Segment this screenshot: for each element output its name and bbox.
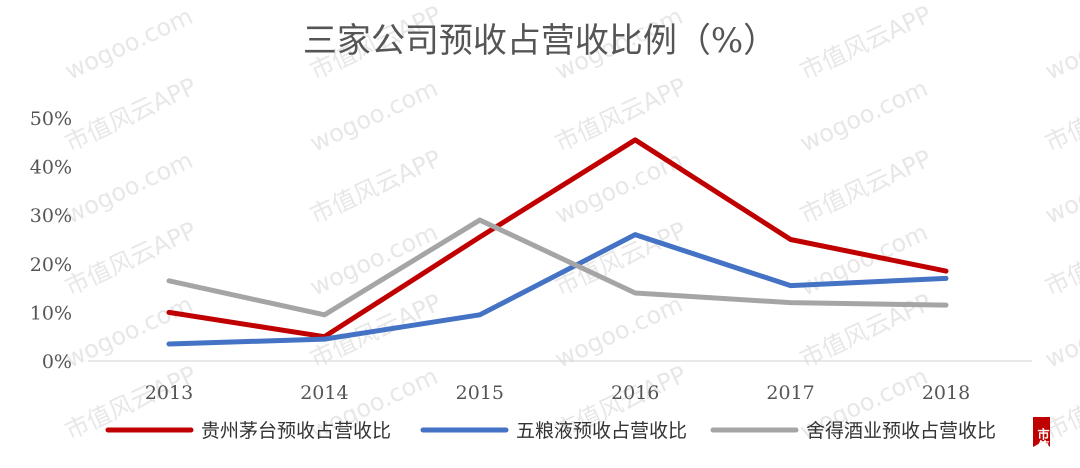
y-tick-label: 10% xyxy=(30,302,72,324)
watermark-text: wogoo.com xyxy=(1041,2,1080,85)
series-line-1 xyxy=(166,137,949,340)
y-axis-ticks: 0% 10% 20% 30% 40% 50% xyxy=(30,108,72,373)
x-tick-label: 2015 xyxy=(456,382,504,404)
watermark-text: 市值风云APP xyxy=(1041,216,1080,301)
x-tick-label: 2014 xyxy=(300,382,348,404)
watermark-text: wogoo.com xyxy=(306,218,442,301)
series-line-3 xyxy=(166,217,949,318)
watermark-text: wogoo.com xyxy=(796,74,932,157)
watermark-text: 市值风云APP xyxy=(61,72,201,157)
x-tick-label: 2017 xyxy=(766,382,814,404)
x-tick-label: 2013 xyxy=(145,382,193,404)
brand-logo: 市值 xyxy=(1033,417,1050,453)
watermark-text: wogoo.com xyxy=(61,2,197,85)
x-tick-label: 2018 xyxy=(922,382,970,404)
legend: 贵州茅台预收占营收比 五粮液预收占营收比 舍得酒业预收占营收比 xyxy=(105,420,996,442)
series-layer xyxy=(166,137,949,347)
x-tick-label: 2016 xyxy=(611,382,659,404)
watermark-text: wogoo.com xyxy=(1041,290,1080,373)
watermark-text: 市值风云APP xyxy=(551,72,691,157)
watermark-text: wogoo.com xyxy=(306,74,442,157)
watermark-text: 市值风云APP xyxy=(61,216,201,301)
y-tick-label: 40% xyxy=(30,157,72,179)
legend-label-3: 舍得酒业预收占营收比 xyxy=(806,420,996,442)
y-tick-label: 50% xyxy=(30,108,72,130)
watermark-text: 市值风云APP xyxy=(1041,72,1080,157)
watermark-layer: wogoo.com 市值风云APP wogoo.com 市值风云APP wogoo.co… xyxy=(61,0,1080,445)
y-tick-label: 0% xyxy=(42,351,72,373)
x-axis-ticks: 2013 2014 2015 2016 2017 2018 xyxy=(145,382,970,404)
watermark-text: wogoo.com xyxy=(61,146,197,229)
y-tick-label: 30% xyxy=(30,205,72,227)
watermark-text: 市值风云APP xyxy=(796,0,936,85)
watermark-text: 市值风云APP xyxy=(796,144,936,229)
chart-title: 三家公司预收占营收比例（%） xyxy=(303,21,777,61)
legend-label-2: 五粮液预收占营收比 xyxy=(516,420,687,442)
watermark-text: 市值风云APP xyxy=(306,144,446,229)
watermark-text: wogoo.com xyxy=(796,218,932,301)
logo-text: 市值 xyxy=(1036,427,1050,453)
series-line-2 xyxy=(166,232,949,347)
legend-label-1: 贵州茅台预收占营收比 xyxy=(201,420,391,442)
watermark-text: wogoo.com xyxy=(1041,146,1080,229)
y-tick-label: 20% xyxy=(30,254,72,276)
